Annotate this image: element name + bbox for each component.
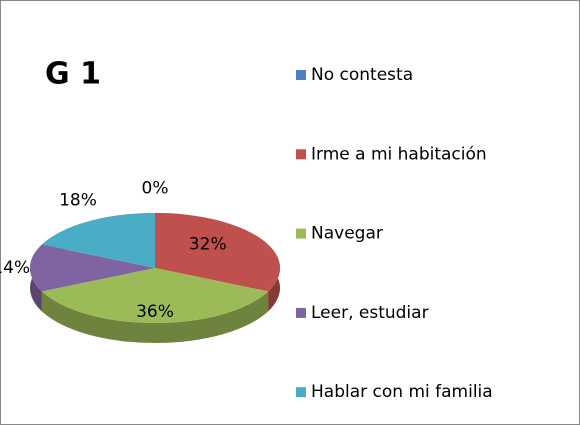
legend-swatch (296, 387, 306, 398)
chart-title: G 1 (45, 57, 101, 92)
data-label: 32% (189, 234, 227, 254)
legend-label: Leer, estudiar (311, 303, 429, 323)
data-label: 18% (59, 191, 97, 211)
data-label: 36% (136, 302, 174, 322)
slice (30, 244, 155, 292)
legend-swatch (296, 307, 306, 318)
data-label: 0% (142, 178, 169, 198)
slice (155, 213, 281, 292)
slice (41, 213, 155, 268)
data-label: 14% (0, 258, 30, 278)
legend-label: Hablar con mi familia (311, 382, 493, 402)
slice-side (41, 291, 269, 343)
legend-swatch (296, 70, 306, 80)
legend-swatch (296, 149, 306, 160)
slice (41, 268, 269, 323)
legend-label: No contesta (311, 65, 413, 85)
legend-label: Irme a mi habitación (311, 144, 487, 164)
legend-swatch (296, 228, 306, 239)
legend-label: Navegar (311, 224, 383, 244)
